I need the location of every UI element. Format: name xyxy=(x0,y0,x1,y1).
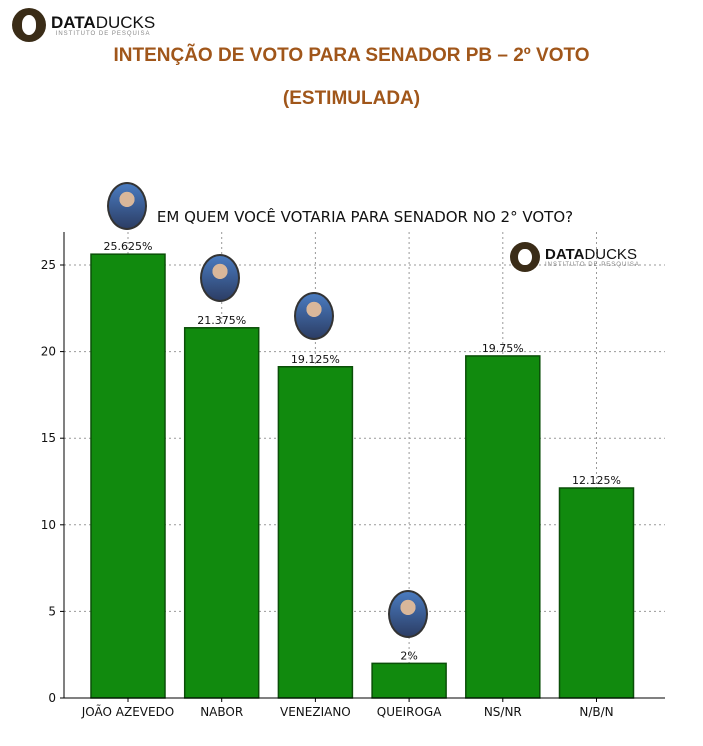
chart-title: EM QUEM VOCÊ VOTARIA PARA SENADOR NO 2° … xyxy=(157,207,573,226)
x-tick-label: N/B/N xyxy=(579,705,613,719)
data-label: 2% xyxy=(400,649,417,662)
bar xyxy=(277,366,354,699)
bar xyxy=(183,327,260,699)
candidate-photo-nabor xyxy=(200,254,240,302)
bar xyxy=(371,662,447,699)
bar xyxy=(465,355,541,699)
logo-regular: DUCKS xyxy=(584,245,637,263)
data-label: 19.75% xyxy=(482,342,524,355)
logo-bold: DATA xyxy=(545,245,585,263)
page-title: INTENÇÃO DE VOTO PARA SENADOR PB – 2º VO… xyxy=(113,45,590,66)
chart-watermark-logo: DATADUCKS INSTITUTO DE PESQUISA xyxy=(510,242,640,272)
candidate-photo-veneziano xyxy=(294,292,334,340)
x-tick-label: VENEZIANO xyxy=(280,705,351,719)
data-label: 19.125% xyxy=(291,353,340,366)
y-tick-label: 25 xyxy=(41,258,56,272)
candidate-photo-queiroga xyxy=(388,590,428,638)
x-tick-label: NS/NR xyxy=(484,705,522,719)
x-tick-label: QUEIROGA xyxy=(377,705,442,719)
bar xyxy=(90,253,166,699)
page-subtitle: (ESTIMULADA) xyxy=(282,88,421,109)
y-tick-label: 20 xyxy=(41,345,56,359)
logo-bold: DATA xyxy=(51,12,96,32)
logo-subtitle: INSTITUTO DE PESQUISA xyxy=(545,261,640,268)
bar xyxy=(558,487,635,699)
y-tick-label: 5 xyxy=(48,604,56,618)
data-label: 21.375% xyxy=(197,314,246,327)
dataducks-logo: DATADUCKS INSTITUTO DE PESQUISA xyxy=(12,8,155,42)
x-tick-label: NABOR xyxy=(200,705,243,719)
candidate-photo-joao-azevedo xyxy=(107,182,147,230)
logo-regular: DUCKS xyxy=(95,12,156,32)
x-tick-label: JOÃO AZEVEDO xyxy=(81,704,175,719)
duck-logo-icon xyxy=(12,8,46,42)
y-tick-label: 10 xyxy=(41,518,56,532)
data-label: 12.125% xyxy=(572,474,621,487)
y-tick-label: 15 xyxy=(41,431,56,445)
data-label: 25.625% xyxy=(104,240,153,253)
duck-logo-icon xyxy=(510,242,540,272)
y-tick-label: 0 xyxy=(48,691,56,705)
logo-subtitle: INSTITUTO DE PESQUISA xyxy=(55,30,151,37)
